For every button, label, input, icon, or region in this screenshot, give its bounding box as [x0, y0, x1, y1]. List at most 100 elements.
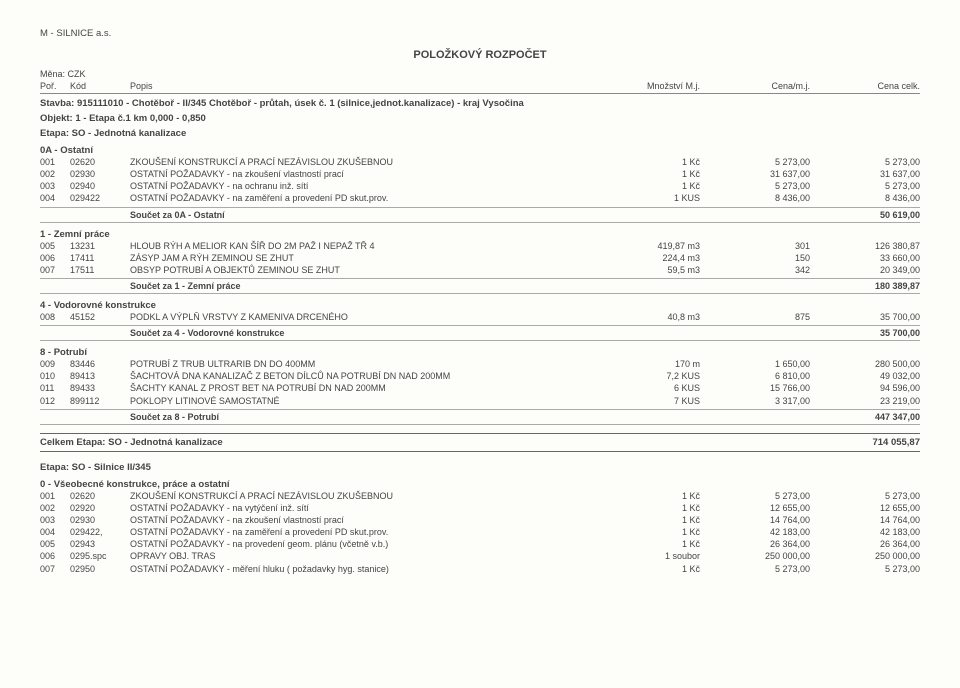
table-row: 00845152PODKL A VÝPLŇ VRSTVY Z KAMENIVA … [40, 311, 920, 323]
cell-cenamj: 12 655,00 [700, 502, 810, 514]
column-headers: Poř. Kód Popis Množství M.j. Cena/m.j. C… [40, 81, 920, 94]
subtotal-label: Součet za 4 - Vodorovné konstrukce [40, 328, 810, 338]
cell-mnoz: 1 Kč [600, 490, 700, 502]
cell-mnoz: 224,4 m3 [600, 252, 700, 264]
cell-mnoz: 7 KUS [600, 395, 700, 407]
cell-por: 002 [40, 502, 70, 514]
cell-por: 005 [40, 538, 70, 550]
cell-kod: 17511 [70, 264, 130, 276]
table-row: 004029422OSTATNÍ POŽADAVKY - na zaměření… [40, 192, 920, 204]
cell-por: 004 [40, 192, 70, 204]
cell-por: 008 [40, 311, 70, 323]
cell-por: 005 [40, 240, 70, 252]
cell-mnoz: 170 m [600, 358, 700, 370]
table-row: 00302930OSTATNÍ POŽADAVKY - na zkoušení … [40, 514, 920, 526]
cell-popis: OPRAVY OBJ. TRAS [130, 550, 600, 562]
cell-celk: 14 764,00 [810, 514, 920, 526]
cell-mnoz: 419,87 m3 [600, 240, 700, 252]
cell-cenamj: 5 273,00 [700, 156, 810, 168]
table-row: 00102620ZKOUŠENÍ KONSTRUKCÍ A PRACÍ NEZÁ… [40, 156, 920, 168]
cell-por: 003 [40, 180, 70, 192]
cell-cenamj: 5 273,00 [700, 490, 810, 502]
cell-celk: 12 655,00 [810, 502, 920, 514]
cell-kod: 02620 [70, 156, 130, 168]
cell-celk: 94 596,00 [810, 382, 920, 394]
cell-cenamj: 3 317,00 [700, 395, 810, 407]
cell-kod: 02620 [70, 490, 130, 502]
cell-kod: 45152 [70, 311, 130, 323]
col-celk: Cena celk. [810, 81, 920, 91]
cell-popis: OSTATNÍ POŽADAVKY - na zaměření a proved… [130, 526, 600, 538]
cell-celk: 20 349,00 [810, 264, 920, 276]
cell-celk: 23 219,00 [810, 395, 920, 407]
table-row: 00513231HLOUB RÝH A MELIOR KAN ŠÍŘ DO 2M… [40, 240, 920, 252]
cell-mnoz: 1 Kč [600, 502, 700, 514]
cell-kod: 02943 [70, 538, 130, 550]
cell-celk: 5 273,00 [810, 180, 920, 192]
table-row: 00302940OSTATNÍ POŽADAVKY - na ochranu i… [40, 180, 920, 192]
cell-celk: 26 364,00 [810, 538, 920, 550]
cell-kod: 13231 [70, 240, 130, 252]
cell-por: 011 [40, 382, 70, 394]
col-cenamj: Cena/m.j. [700, 81, 810, 91]
cell-cenamj: 15 766,00 [700, 382, 810, 394]
group-title: 4 - Vodorovné konstrukce [40, 300, 920, 311]
cell-cenamj: 342 [700, 264, 810, 276]
cell-mnoz: 1 KUS [600, 192, 700, 204]
total-value: 714 055,87 [810, 437, 920, 448]
cell-cenamj: 250 000,00 [700, 550, 810, 562]
cell-kod: 02950 [70, 563, 130, 575]
cell-mnoz: 7,2 KUS [600, 370, 700, 382]
cell-por: 006 [40, 550, 70, 562]
table-row: 00502943OSTATNÍ POŽADAVKY - na provedení… [40, 538, 920, 550]
table-row: 0060295.spcOPRAVY OBJ. TRAS1 soubor250 0… [40, 550, 920, 562]
cell-celk: 126 380,87 [810, 240, 920, 252]
col-kod: Kód [70, 81, 130, 91]
cell-kod: 02940 [70, 180, 130, 192]
group-title: 1 - Zemní práce [40, 229, 920, 240]
cell-cenamj: 26 364,00 [700, 538, 810, 550]
col-popis: Popis [130, 81, 600, 91]
subtotal-row: Součet za 8 - Potrubí447 347,00 [40, 409, 920, 425]
table-row: 00702950OSTATNÍ POŽADAVKY - měření hluku… [40, 563, 920, 575]
col-por: Poř. [40, 81, 70, 91]
table-row: 012899112POKLOPY LITINOVÉ SAMOSTATNÉ7 KU… [40, 395, 920, 407]
cell-celk: 31 637,00 [810, 168, 920, 180]
subtotal-label: Součet za 1 - Zemní práce [40, 281, 810, 291]
col-mnoz: Množství M.j. [600, 81, 700, 91]
cell-por: 006 [40, 252, 70, 264]
cell-popis: HLOUB RÝH A MELIOR KAN ŠÍŘ DO 2M PAŽ I N… [130, 240, 600, 252]
subtotal-value: 35 700,00 [810, 328, 920, 338]
cell-kod: 02930 [70, 514, 130, 526]
cell-kod: 029422, [70, 526, 130, 538]
cell-kod: 83446 [70, 358, 130, 370]
cell-cenamj: 42 183,00 [700, 526, 810, 538]
total-label: Celkem Etapa: SO - Jednotná kanalizace [40, 437, 810, 448]
cell-por: 007 [40, 563, 70, 575]
table-row: 00202920OSTATNÍ POŽADAVKY - na vytýčení … [40, 502, 920, 514]
cell-popis: ŠACHTY KANAL Z PROST BET NA POTRUBÍ DN N… [130, 382, 600, 394]
cell-popis: OSTATNÍ POŽADAVKY - na vytýčení inž. sít… [130, 502, 600, 514]
group2-title: 0 - Všeobecné konstrukce, práce a ostatn… [40, 479, 920, 490]
cell-cenamj: 31 637,00 [700, 168, 810, 180]
cell-kod: 89413 [70, 370, 130, 382]
cell-mnoz: 1 Kč [600, 563, 700, 575]
cell-por: 009 [40, 358, 70, 370]
cell-por: 004 [40, 526, 70, 538]
subtotal-row: Součet za 1 - Zemní práce180 389,87 [40, 278, 920, 294]
cell-celk: 35 700,00 [810, 311, 920, 323]
cell-popis: OSTATNÍ POŽADAVKY - na provedení geom. p… [130, 538, 600, 550]
cell-mnoz: 59,5 m3 [600, 264, 700, 276]
cell-celk: 5 273,00 [810, 563, 920, 575]
cell-celk: 42 183,00 [810, 526, 920, 538]
stavba-line: Stavba: 915111010 - Chotěboř - II/345 Ch… [40, 98, 920, 109]
cell-por: 002 [40, 168, 70, 180]
table-row: 00983446POTRUBÍ Z TRUB ULTRARIB DN DO 40… [40, 358, 920, 370]
table-row: 01089413ŠACHTOVÁ DNA KANALIZAČ Z BETON D… [40, 370, 920, 382]
table-row: 00102620ZKOUŠENÍ KONSTRUKCÍ A PRACÍ NEZÁ… [40, 490, 920, 502]
cell-cenamj: 14 764,00 [700, 514, 810, 526]
cell-popis: ZKOUŠENÍ KONSTRUKCÍ A PRACÍ NEZÁVISLOU Z… [130, 490, 600, 502]
cell-popis: POTRUBÍ Z TRUB ULTRARIB DN DO 400MM [130, 358, 600, 370]
cell-por: 007 [40, 264, 70, 276]
cell-mnoz: 1 Kč [600, 180, 700, 192]
